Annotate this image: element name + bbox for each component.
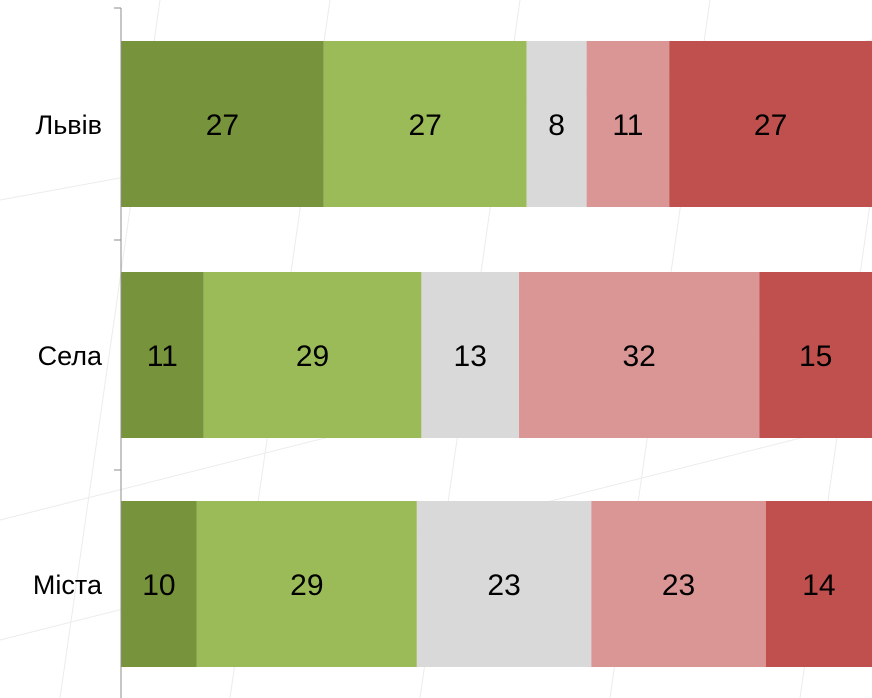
bar-segment [519, 272, 760, 438]
data-label: 23 [487, 569, 520, 602]
category-labels: Львів Села Міста [33, 110, 103, 600]
bar-segment [669, 41, 872, 207]
bar-segment [203, 272, 422, 438]
data-label: 8 [548, 109, 565, 142]
category-label: Міста [33, 570, 103, 600]
data-label: 13 [454, 340, 487, 373]
data-labels: 27 27 8 11 27 11 29 13 32 15 10 29 23 23 14 [142, 109, 835, 602]
bar-segment [416, 501, 592, 667]
bar-segments [121, 41, 872, 667]
data-label: 27 [206, 109, 239, 142]
data-label: 27 [754, 109, 787, 142]
bar-segment [121, 501, 197, 667]
bar-segment [526, 41, 587, 207]
bar-segment [121, 41, 324, 207]
data-label: 29 [290, 569, 323, 602]
bar-segment [421, 272, 520, 438]
bar-segment [591, 501, 766, 667]
category-axis [114, 7, 122, 698]
data-label: 27 [408, 109, 441, 142]
bar-segment [121, 272, 204, 438]
bar-segment [323, 41, 527, 207]
data-label: 15 [799, 340, 832, 373]
data-label: 29 [296, 340, 329, 373]
category-label: Села [38, 341, 103, 371]
data-label: 10 [142, 569, 175, 602]
data-label: 11 [147, 340, 178, 373]
data-label: 32 [623, 340, 656, 373]
data-label: 23 [662, 569, 695, 602]
data-label: 11 [612, 109, 643, 142]
bar-segment [759, 272, 872, 438]
bar-segment [765, 501, 872, 667]
category-label: Львів [36, 110, 102, 140]
bar-segment [586, 41, 670, 207]
data-label: 14 [802, 569, 835, 602]
bar-segment [196, 501, 417, 667]
